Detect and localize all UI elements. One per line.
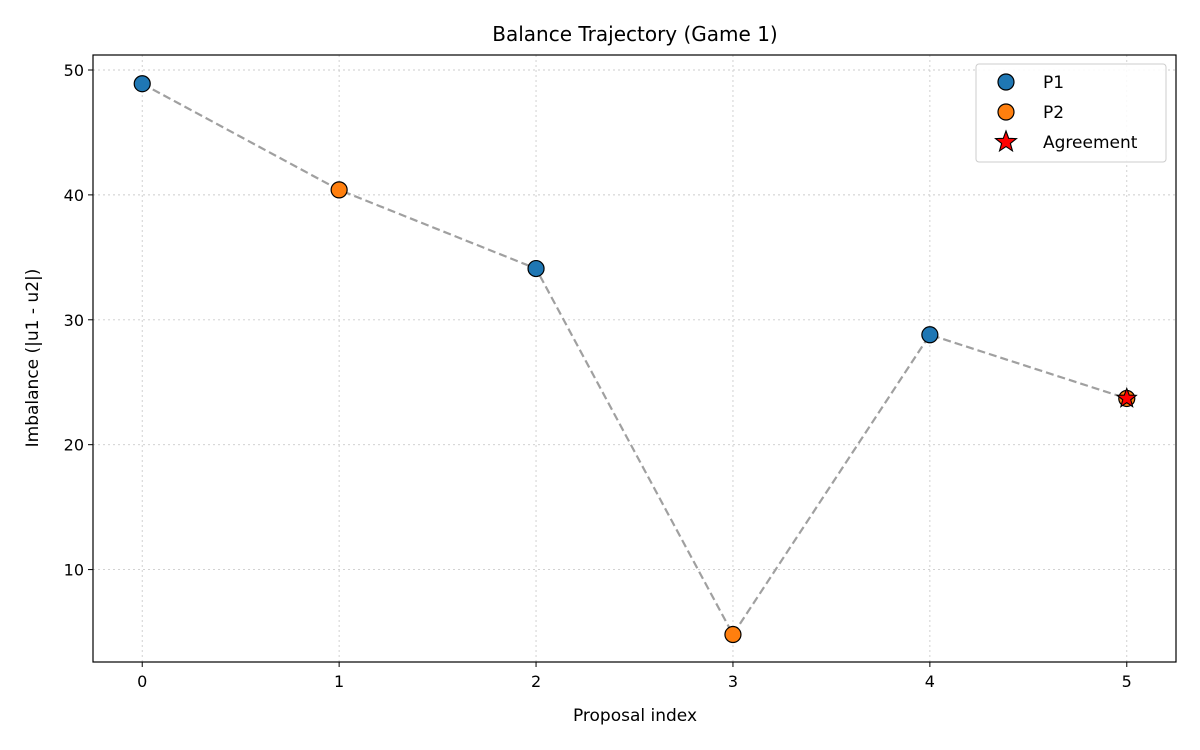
legend-p1-label: P1 <box>1043 73 1064 93</box>
p1-point <box>921 326 939 344</box>
p2-point <box>724 625 742 644</box>
chart-title: Balance Trajectory (Game 1) <box>492 22 777 46</box>
y-tick-label: 50 <box>64 61 84 80</box>
marker-layer <box>133 75 1138 644</box>
x-tick-label: 0 <box>137 672 147 691</box>
y-tick-label: 20 <box>64 436 84 455</box>
axis-ticks: 0 1 2 3 4 5 10 20 30 40 50 <box>64 61 1132 691</box>
y-tick-label: 30 <box>64 311 84 330</box>
legend-box <box>975 63 1167 163</box>
plot-frame <box>92 54 1177 663</box>
agreement-marker <box>1115 386 1138 408</box>
x-tick-label: 2 <box>531 672 541 691</box>
trajectory-line-layer <box>141 82 1128 637</box>
x-tick-label: 5 <box>1122 672 1132 691</box>
y-tick-label: 10 <box>64 561 84 580</box>
y-tick-label: 40 <box>64 186 84 205</box>
grid <box>93 55 1176 662</box>
trajectory-line <box>141 82 1128 637</box>
legend: P1 P2 Agreement <box>975 63 1167 163</box>
legend-agreement-swatch <box>994 129 1018 153</box>
p1-point <box>133 75 151 93</box>
legend-agreement-label: Agreement <box>1043 133 1138 153</box>
x-tick-label: 3 <box>728 672 738 691</box>
legend-p1-swatch <box>997 73 1015 91</box>
x-tick-label: 1 <box>334 672 344 691</box>
x-tick-label: 4 <box>925 672 935 691</box>
legend-p2-label: P2 <box>1043 103 1064 123</box>
p1-point <box>527 259 545 278</box>
legend-p2-swatch <box>997 103 1015 121</box>
p2-point <box>330 181 348 199</box>
x-axis-label: Proposal index <box>573 706 697 726</box>
y-axis-label: Imbalance (|u1 - u2|) <box>23 269 43 448</box>
